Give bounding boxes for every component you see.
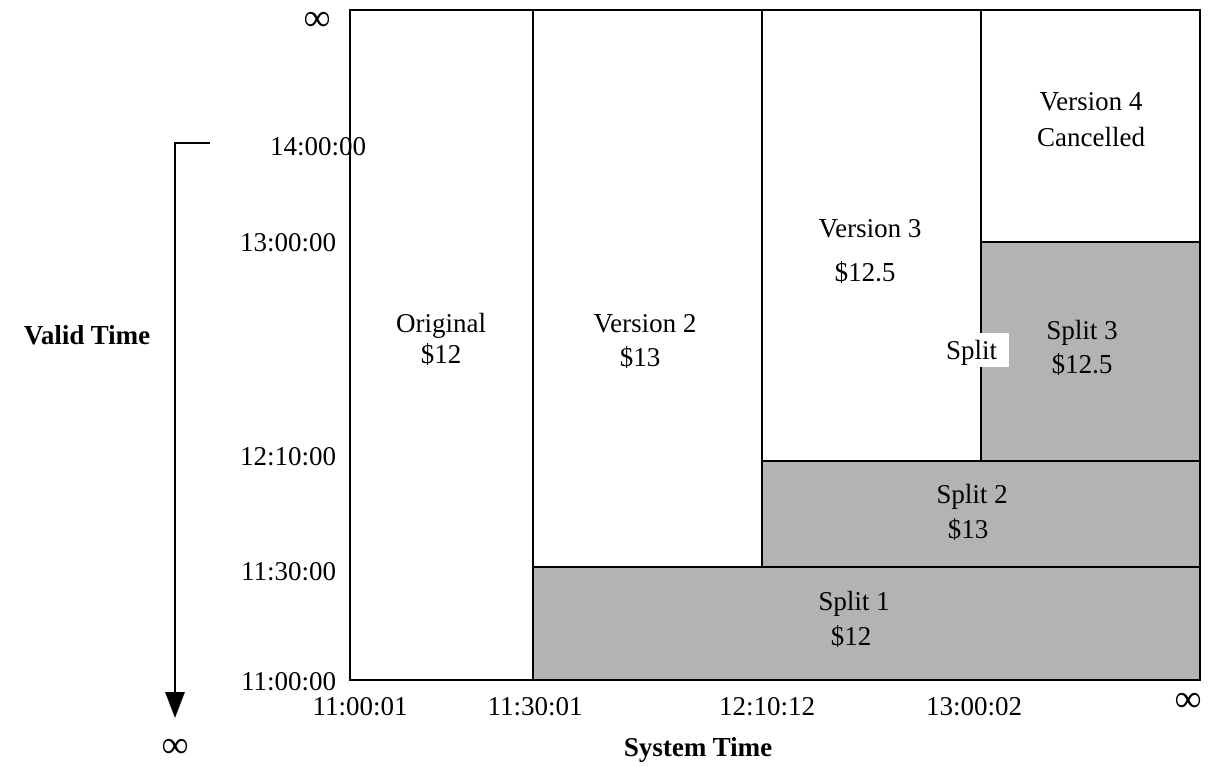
y-axis-title: Valid Time xyxy=(24,320,150,350)
y-tick-label: 12:10:00 xyxy=(240,441,336,471)
region-split1-title: Split 1 xyxy=(818,586,889,616)
y-tick-label: 14:00:00 xyxy=(270,131,366,161)
x-tick-label: 11:00:01 xyxy=(312,691,407,721)
valid-time-infinity-bottom: ∞ xyxy=(161,724,188,766)
region-split3-price: $12.5 xyxy=(1052,349,1113,379)
valid-time-infinity-top: ∞ xyxy=(303,0,330,39)
region-split3-title: Split 3 xyxy=(1046,315,1117,345)
region-original-price: $12 xyxy=(421,339,462,369)
region-version4-status: Cancelled xyxy=(1037,122,1145,152)
valid-time-arrow xyxy=(174,142,210,692)
y-tick-label: 13:00:00 xyxy=(240,227,336,257)
region-version2-price: $13 xyxy=(620,342,661,372)
region-split1 xyxy=(532,566,1201,681)
x-axis-title: System Time xyxy=(624,732,772,762)
split-callout-backdrop xyxy=(943,333,1009,367)
x-tick-label: 13:00:02 xyxy=(926,691,1022,721)
region-split2-price: $13 xyxy=(948,514,989,544)
region-version2-title: Version 2 xyxy=(594,308,697,338)
x-tick-label: 11:30:01 xyxy=(487,691,582,721)
region-version4-title: Version 4 xyxy=(1040,86,1143,116)
system-time-infinity: ∞ xyxy=(1174,678,1201,720)
y-tick-label: 11:00:00 xyxy=(241,666,336,696)
region-split3 xyxy=(980,241,1201,462)
region-version3-title: Version 3 xyxy=(819,213,922,243)
valid-time-arrowhead xyxy=(165,692,185,718)
region-version3-price: $12.5 xyxy=(835,257,896,287)
region-split2-title: Split 2 xyxy=(936,479,1007,509)
region-original-title: Original xyxy=(396,308,486,338)
y-tick-label: 11:30:00 xyxy=(241,556,336,586)
region-split1-price: $12 xyxy=(831,621,872,651)
split-callout: Split xyxy=(946,335,998,365)
region-split2 xyxy=(761,460,1201,568)
x-tick-label: 12:10:12 xyxy=(719,691,815,721)
